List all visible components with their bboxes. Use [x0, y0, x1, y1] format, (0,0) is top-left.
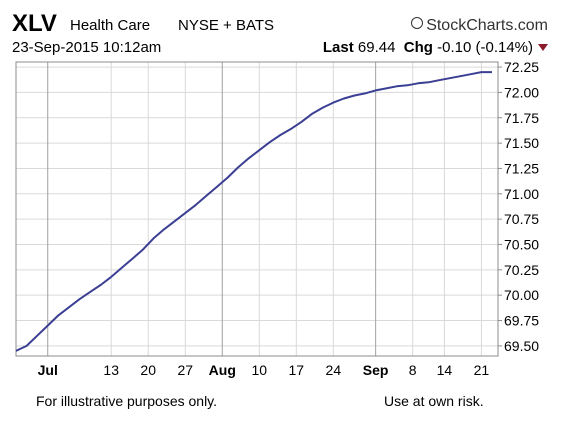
- y-tick-label: 70.75: [504, 211, 539, 227]
- disclaimer-left: For illustrative purposes only.: [36, 393, 218, 409]
- x-tick-label: 27: [177, 362, 193, 378]
- brand-text: StockCharts.com: [426, 17, 548, 34]
- last-value: 69.44: [357, 39, 396, 56]
- chart-header: XLV Health Care NYSE + BATS StockCharts.…: [12, 10, 552, 38]
- chg-label: Chg: [403, 39, 433, 56]
- quote-datetime: 23-Sep-2015 10:12am: [12, 39, 162, 56]
- disclaimer-right: Use at own risk.: [384, 393, 484, 409]
- brand-circle-icon: [411, 17, 424, 29]
- x-tick-label: 8: [409, 362, 417, 378]
- y-tick-label: 71.50: [504, 135, 539, 151]
- x-tick-label: 14: [437, 362, 453, 378]
- ticker-symbol: XLV: [12, 10, 57, 37]
- y-tick-label: 72.00: [504, 84, 539, 100]
- x-tick-label: 17: [289, 362, 305, 378]
- quote-row: 23-Sep-2015 10:12am Last 69.44 Chg -0.10…: [12, 38, 552, 58]
- chg-value: -0.10 (-0.14%): [437, 39, 533, 56]
- last-label: Last: [322, 39, 354, 56]
- grid-layer: [16, 62, 498, 356]
- y-tick-label: 71.00: [504, 186, 539, 202]
- x-tick-label: Jul: [38, 362, 58, 378]
- security-name: Health Care: [70, 17, 151, 34]
- x-tick-label: 13: [103, 362, 119, 378]
- y-tick-label: 69.50: [504, 338, 539, 354]
- x-tick-label: 24: [326, 362, 342, 378]
- x-tick-label: 20: [140, 362, 156, 378]
- x-tick-label: Sep: [363, 362, 389, 378]
- y-tick-label: 72.25: [504, 59, 539, 75]
- price-series-line: [15, 71, 492, 352]
- y-tick-label: 71.75: [504, 110, 539, 126]
- y-tick-label: 70.50: [504, 236, 539, 252]
- y-tick-label: 70.00: [504, 287, 539, 303]
- y-axis: 72.25 72.00 71.75 71.50 71.25 71.00 70.75 70.50…: [498, 59, 539, 354]
- x-tick-label: Aug: [209, 362, 236, 378]
- plot-frame: [15, 61, 499, 357]
- x-axis: Jul 13 20 27 Aug 10 17 24 Sep 8 14 21: [38, 362, 490, 378]
- down-arrow-icon: [538, 44, 548, 51]
- y-tick-label: 71.25: [504, 160, 539, 176]
- brand-logo: StockCharts.com: [411, 16, 548, 36]
- quote-summary: Last 69.44 Chg -0.10 (-0.14%): [323, 38, 548, 58]
- exchange-label: NYSE + BATS: [178, 17, 275, 34]
- x-tick-label: 21: [474, 362, 490, 378]
- series-layer: [15, 71, 492, 352]
- x-tick-label: 10: [251, 362, 267, 378]
- y-tick-label: 70.25: [504, 262, 539, 278]
- y-tick-label: 69.75: [504, 313, 539, 329]
